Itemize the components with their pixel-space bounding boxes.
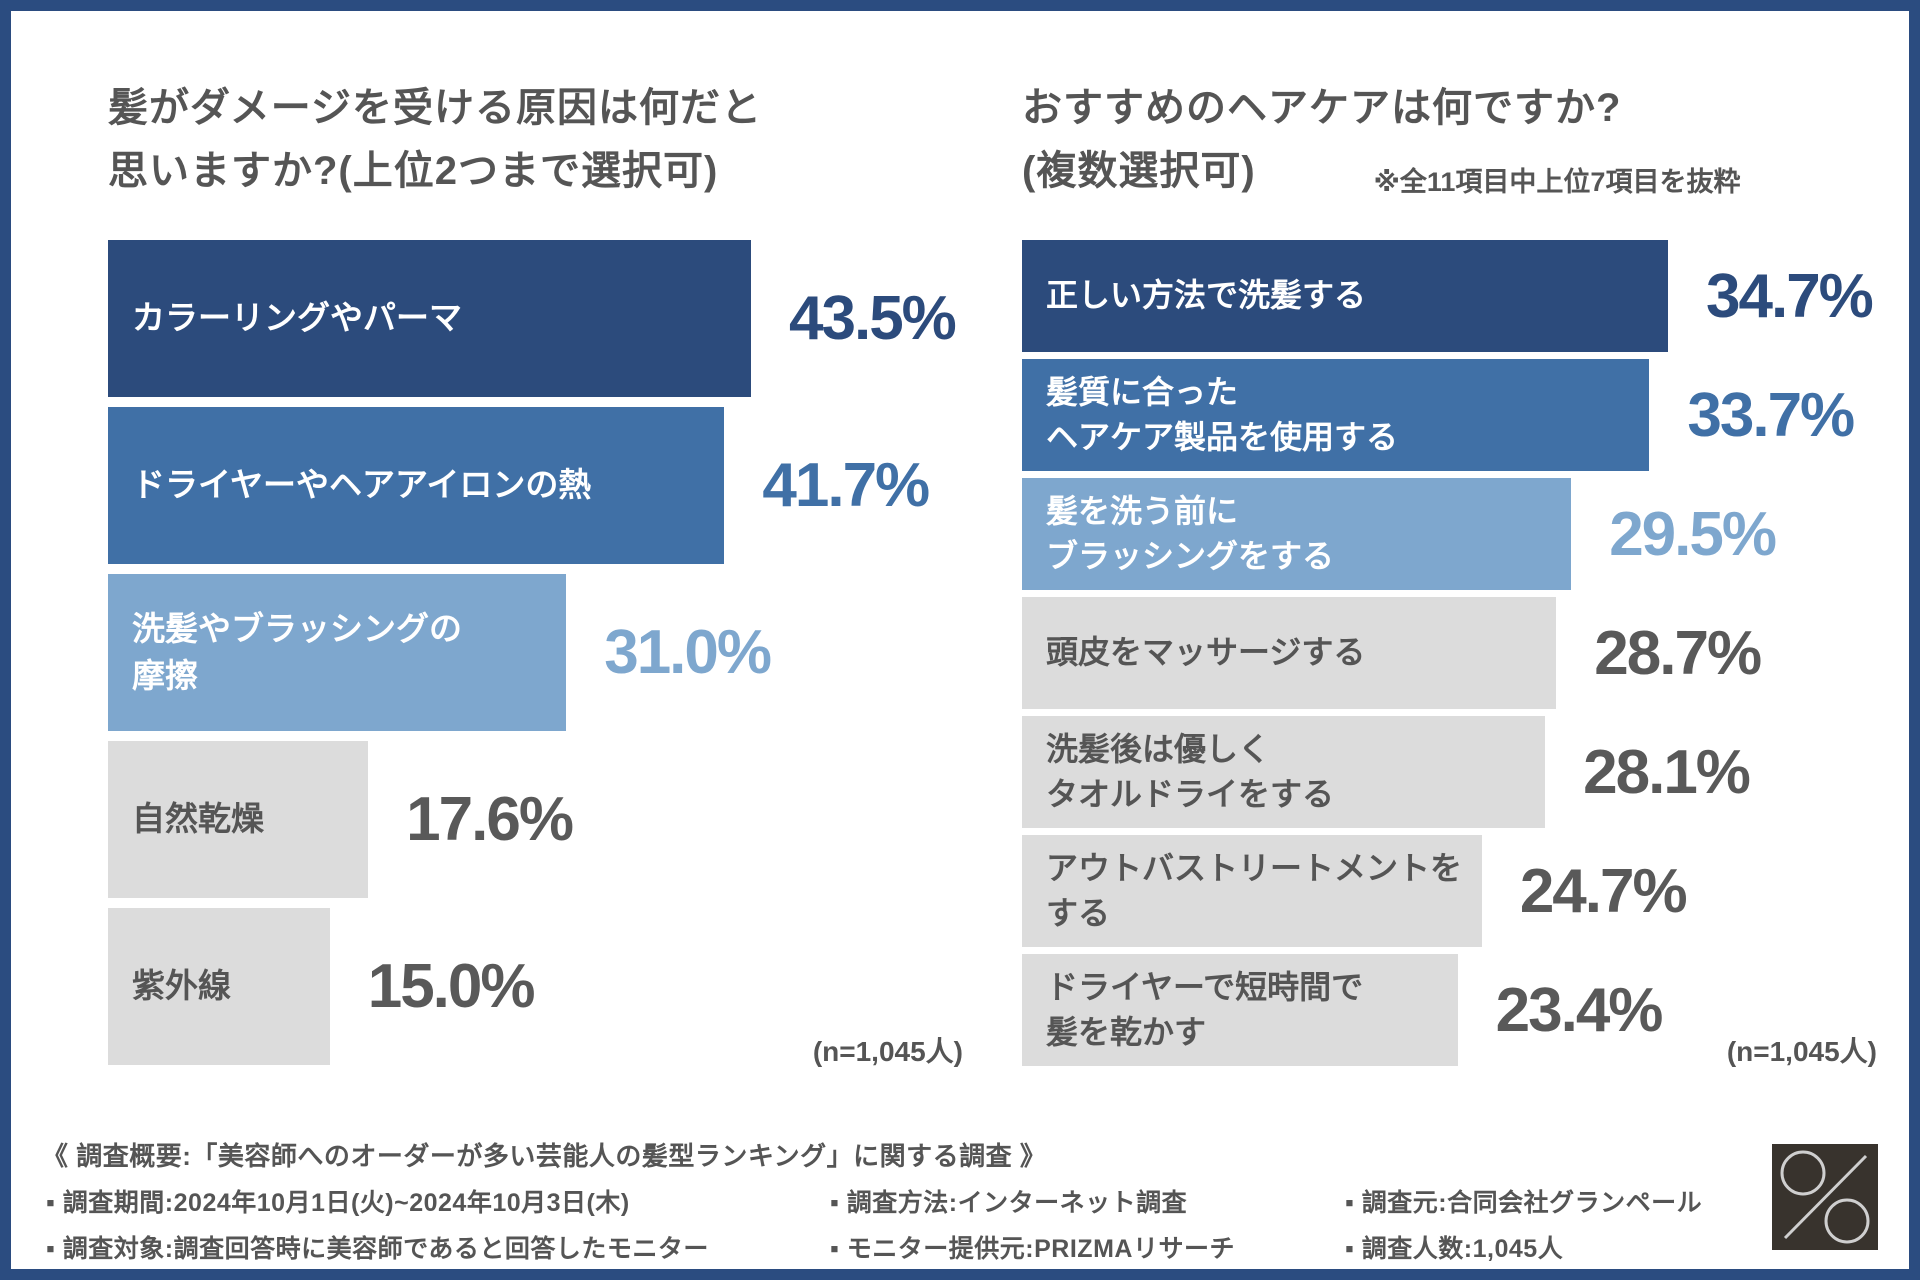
bar-row: 正しい方法で洗髪する 34.7%	[1022, 240, 1874, 352]
bar-label: カラーリングやパーマ	[132, 295, 462, 342]
chart-title-line-2: (複数選択可)	[1022, 149, 1256, 194]
chart-hair-damage-causes: 髪がダメージを受ける原因は何だと 思いますか?(上位2つまで選択可) カラーリン…	[108, 0, 988, 1280]
bar: 紫外線	[108, 908, 330, 1065]
bar: 頭皮をマッサージする	[1022, 597, 1557, 709]
chart-title-line-1: おすすめのヘアケアは何ですか?	[1022, 86, 1622, 131]
bar-value: 28.7%	[1594, 618, 1762, 688]
bar-label-line: カラーリングやパーマ	[132, 299, 462, 337]
chart-title: 髪がダメージを受ける原因は何だと 思いますか?(上位2つまで選択可)	[108, 77, 762, 203]
bar: アウトバストリートメントを する	[1022, 835, 1482, 947]
bar-label-line: 正しい方法で洗髪する	[1046, 277, 1367, 314]
survey-source: ▪ 調査元:合同会社グランペール	[1345, 1189, 1703, 1217]
bar-label-line: 洗髪後は優しく	[1046, 730, 1271, 767]
bar-value: 43.5%	[789, 284, 957, 353]
bar-value: 15.0%	[367, 952, 536, 1021]
survey-method: ▪ 調査方法:インターネット調査	[830, 1189, 1188, 1217]
bar-value: 17.6%	[406, 785, 574, 854]
bar-row: ドライヤーで短時間で 髪を乾かす 23.4%	[1022, 954, 1872, 1066]
bar-label-line: ブラッシングをする	[1046, 538, 1335, 574]
bar: 髪質に合ったヘアケア製品を使用する	[1022, 359, 1650, 471]
survey-overview-heading: 《 調査概要:「美容師へのオーダーが多い芸能人の髪型ランキング」に関する調査 》	[42, 1141, 1047, 1171]
bar-label-line: 洗髪やブラッシングの	[132, 609, 462, 647]
bar-group: カラーリングやパーマ 43.5% ドライヤーやヘアアイロンの熱 41.7% 洗髪やブラッ…	[108, 240, 957, 1065]
bar-label-line: ドライヤーで短時間で	[1046, 968, 1364, 1005]
bar-label-line: 髪を洗う前に	[1046, 492, 1239, 529]
bar: 洗髪後は優しくタオルドライをする	[1022, 716, 1546, 828]
bar: 正しい方法で洗髪する	[1022, 240, 1668, 352]
bar-label: アウトバストリートメントを する	[1046, 846, 1462, 937]
sample-size-label: (n=1,045人)	[1726, 1036, 1877, 1067]
bar-row: アウトバストリートメントを する 24.7%	[1022, 835, 1872, 947]
bar-value: 31.0%	[604, 618, 772, 687]
bar-label-line: 自然乾燥	[132, 800, 264, 838]
bar-value: 24.7%	[1519, 856, 1688, 926]
bar-label: 自然乾燥	[132, 796, 264, 843]
bar-row: 洗髪後は優しくタオルドライをする 28.1%	[1022, 716, 1872, 828]
chart-title: おすすめのヘアケアは何ですか? (複数選択可) ※全11項目中上位7項目を抜粋	[1022, 77, 1740, 203]
bar-label: 洗髪後は優しくタオルドライをする	[1046, 727, 1334, 818]
chart-title-line-1: 髪がダメージを受ける原因は何だと	[108, 86, 762, 131]
bar-label-line: 髪を乾かす	[1046, 1014, 1207, 1050]
survey-period: ▪ 調査期間:2024年10月1日(火)~2024年10月3日(木)	[46, 1189, 630, 1217]
bar-label-line: ヘアケア製品を使用する	[1046, 419, 1399, 455]
bar-value: 41.7%	[762, 451, 930, 520]
survey-respondent-count: ▪ 調査人数:1,045人	[1345, 1235, 1564, 1263]
bar-row: 紫外線 15.0%	[108, 908, 955, 1065]
bar-value: 33.7%	[1687, 380, 1855, 450]
bar-label-line: 頭皮をマッサージする	[1046, 634, 1366, 671]
bar-row: 髪を洗う前にブラッシングをする 29.5%	[1022, 478, 1872, 590]
bar-row: 髪質に合ったヘアケア製品を使用する 33.7%	[1022, 359, 1872, 471]
bar-label-line: 摩擦	[132, 656, 198, 694]
survey-subjects: ▪ 調査対象:調査回答時に美容師であると回答したモニター	[46, 1235, 709, 1263]
bar-label: 正しい方法で洗髪する	[1046, 273, 1366, 318]
chart-note: ※全11項目中上位7項目を抜粋	[1373, 166, 1741, 197]
bar-label: 髪を洗う前にブラッシングをする	[1046, 489, 1334, 580]
survey-monitor-provider: ▪ モニター提供元:PRIZMAリサーチ	[830, 1235, 1235, 1263]
percent-logo	[1772, 1144, 1878, 1250]
bar-row: 自然乾燥 17.6%	[108, 741, 955, 898]
bar-label: ドライヤーで短時間で 髪を乾かす	[1046, 965, 1363, 1056]
bar-value: 34.7%	[1706, 261, 1874, 331]
bar-value: 29.5%	[1609, 499, 1777, 569]
bar: 髪を洗う前にブラッシングをする	[1022, 478, 1572, 590]
bar-label-line: タオルドライをする	[1046, 776, 1335, 812]
bar: カラーリングやパーマ	[108, 240, 751, 397]
bar-row: 洗髪やブラッシングの 摩擦 31.0%	[108, 574, 955, 731]
survey-overview: 《 調査概要:「美容師へのオーダーが多い芸能人の髪型ランキング」に関する調査 》…	[42, 1136, 1878, 1266]
bar-label-line: する	[1046, 895, 1111, 931]
bar-row: 頭皮をマッサージする 28.7%	[1022, 597, 1872, 709]
bar-row: カラーリングやパーマ 43.5%	[108, 240, 957, 397]
bar-label: 紫外線	[132, 963, 231, 1010]
percent-icon	[1780, 1150, 1870, 1244]
bar-value: 28.1%	[1583, 737, 1751, 807]
chart-recommended-haircare: おすすめのヘアケアは何ですか? (複数選択可) ※全11項目中上位7項目を抜粋 …	[1022, 0, 1902, 1280]
bar-row: ドライヤーやヘアアイロンの熱 41.7%	[108, 407, 955, 564]
sample-size-label: (n=1,045人)	[812, 1036, 963, 1067]
bar-label: 頭皮をマッサージする	[1046, 630, 1365, 675]
bar-label-line: ドライヤーやヘアアイロンの熱	[132, 466, 592, 504]
bar: 自然乾燥	[108, 741, 369, 898]
bar: ドライヤーで短時間で 髪を乾かす	[1022, 954, 1458, 1066]
bar: ドライヤーやヘアアイロンの熱	[108, 407, 725, 564]
chart-title-line-2: 思いますか?(上位2つまで選択可)	[108, 149, 719, 194]
bar-value: 23.4%	[1495, 975, 1664, 1045]
bar-label: ドライヤーやヘアアイロンの熱	[132, 462, 591, 509]
bar-label-line: 紫外線	[132, 967, 231, 1005]
bar-label: 髪質に合ったヘアケア製品を使用する	[1046, 370, 1398, 461]
bar: 洗髪やブラッシングの 摩擦	[108, 574, 567, 731]
bar-label: 洗髪やブラッシングの 摩擦	[132, 606, 462, 700]
bar-label-line: アウトバストリートメントを	[1046, 849, 1463, 886]
bar-label-line: 髪質に合った	[1046, 373, 1239, 410]
bar-group: 正しい方法で洗髪する 34.7% 髪質に合ったヘアケア製品を使用する 33.7% 髪を洗…	[1022, 240, 1874, 1066]
